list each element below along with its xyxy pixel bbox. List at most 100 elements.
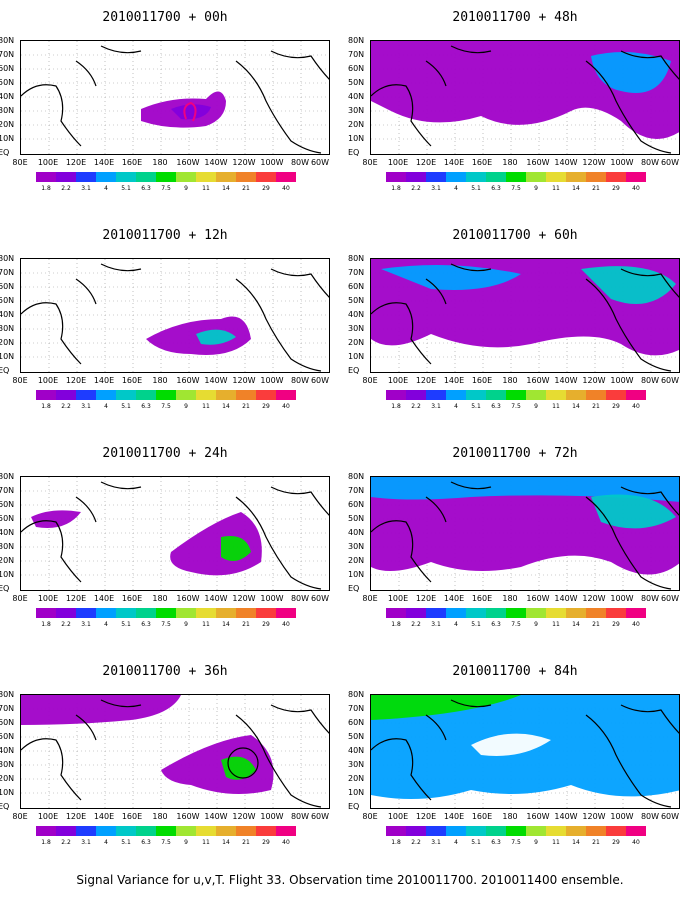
- lon-label: 120E: [415, 594, 437, 603]
- colorbar-label: 3.1: [431, 403, 441, 410]
- lon-label: 120W: [582, 158, 606, 167]
- lat-label: 10N: [0, 788, 15, 797]
- lon-label: 160W: [526, 158, 550, 167]
- colorbar-swatch: [586, 608, 606, 618]
- lon-label: 160E: [121, 376, 143, 385]
- colorbar-label: 7.5: [161, 839, 171, 846]
- lat-label: 20N: [0, 120, 15, 129]
- lat-label: 10N: [348, 788, 365, 797]
- colorbar-label: 40: [632, 403, 640, 410]
- panel-title: 2010011700 + 72h: [452, 446, 578, 461]
- lat-label: EQ: [0, 802, 10, 811]
- colorbar-swatch: [216, 172, 236, 182]
- colorbar-label: 7.5: [161, 621, 171, 628]
- lon-label: 120W: [232, 594, 256, 603]
- colorbar-label: 3.1: [431, 185, 441, 192]
- colorbar: [36, 390, 296, 400]
- map-panel: 2010011700 + 00h 80N 70N 60N 50N 40N 30N 20N 10N…: [0, 0, 330, 210]
- colorbar-label: 29: [612, 185, 620, 192]
- lat-label: 20N: [348, 774, 365, 783]
- lat-label: EQ: [0, 366, 10, 375]
- colorbar-label: 40: [632, 839, 640, 846]
- lat-label: 70N: [348, 704, 365, 713]
- lon-label: 180: [152, 158, 168, 167]
- lon-label: 140W: [554, 376, 578, 385]
- lat-label: 20N: [0, 774, 15, 783]
- lat-label: 60N: [0, 718, 15, 727]
- variance-map: [370, 40, 680, 155]
- colorbar-label: 29: [262, 185, 270, 192]
- lon-label: 140E: [443, 158, 465, 167]
- colorbar-swatch: [276, 390, 296, 400]
- lat-label: 40N: [348, 310, 365, 319]
- colorbar-label: 3.1: [81, 839, 91, 846]
- colorbar-label: 3.1: [431, 839, 441, 846]
- map-panel: 2010011700 + 12h 80N 70N 60N 50N 40N 30N 20N 10N…: [0, 218, 330, 428]
- colorbar-swatch: [486, 390, 506, 400]
- lat-label: 40N: [0, 92, 15, 101]
- lat-label: 80N: [0, 690, 15, 699]
- colorbar-label: 4: [104, 839, 108, 846]
- lon-label: 60W: [310, 812, 330, 821]
- lat-label: EQ: [348, 366, 360, 375]
- lat-label: 50N: [0, 78, 15, 87]
- colorbar-label: 11: [202, 839, 210, 846]
- colorbar-label: 9: [184, 185, 188, 192]
- colorbar-label: 7.5: [511, 839, 521, 846]
- lat-label: 40N: [348, 528, 365, 537]
- colorbar-swatch: [606, 390, 626, 400]
- colorbar-swatch: [256, 826, 276, 836]
- colorbar-label: 21: [242, 403, 250, 410]
- colorbar-swatch: [76, 172, 96, 182]
- lon-label: 100W: [260, 812, 284, 821]
- colorbar-swatch: [606, 826, 626, 836]
- lon-label: 120W: [582, 594, 606, 603]
- colorbar-label: 9: [534, 185, 538, 192]
- lat-label: 80N: [348, 690, 365, 699]
- lon-label: 80W: [290, 594, 310, 603]
- map-panel: 2010011700 + 48h 80N 70N 60N 50N 40N 30N 20N 10N…: [348, 0, 680, 210]
- lat-label: 60N: [0, 500, 15, 509]
- lat-label: 30N: [0, 324, 15, 333]
- colorbar-label: 40: [282, 403, 290, 410]
- lon-label: 160W: [176, 594, 200, 603]
- lat-label: 50N: [348, 732, 365, 741]
- lon-label: 160W: [176, 376, 200, 385]
- colorbar-label: 6.3: [141, 403, 151, 410]
- colorbar-swatch: [546, 172, 566, 182]
- colorbar-label: 11: [202, 621, 210, 628]
- lat-label: 30N: [0, 106, 15, 115]
- lat-label: 50N: [348, 296, 365, 305]
- colorbar-swatch: [196, 608, 216, 618]
- colorbar-label: 11: [552, 839, 560, 846]
- lon-label: 160W: [526, 376, 550, 385]
- lat-label: 60N: [348, 282, 365, 291]
- variance-map: [370, 476, 680, 591]
- lon-label: 140W: [204, 158, 228, 167]
- colorbar-swatch: [156, 826, 176, 836]
- variance-map: [20, 40, 330, 155]
- lat-label: 50N: [348, 78, 365, 87]
- colorbar: [36, 172, 296, 182]
- colorbar: [386, 172, 646, 182]
- colorbar-swatch: [56, 826, 76, 836]
- lon-label: 140W: [554, 158, 578, 167]
- colorbar-label: 40: [282, 839, 290, 846]
- colorbar-label: 21: [242, 621, 250, 628]
- colorbar-swatch: [386, 826, 406, 836]
- colorbar-swatch: [406, 172, 426, 182]
- colorbar-swatch: [446, 608, 466, 618]
- colorbar-label: 2.2: [61, 621, 71, 628]
- lon-label: 160E: [121, 812, 143, 821]
- lon-label: 160W: [526, 594, 550, 603]
- colorbar-swatch: [626, 172, 646, 182]
- colorbar-swatch: [466, 826, 486, 836]
- colorbar-swatch: [256, 172, 276, 182]
- lon-label: 100E: [387, 812, 409, 821]
- lat-label: 80N: [0, 36, 15, 45]
- lat-label: EQ: [348, 802, 360, 811]
- figure-caption: Signal Variance for u,v,T. Flight 33. Ob…: [76, 873, 624, 887]
- colorbar-label: 14: [222, 403, 230, 410]
- colorbar-label: 5.1: [471, 839, 481, 846]
- colorbar-swatch: [486, 608, 506, 618]
